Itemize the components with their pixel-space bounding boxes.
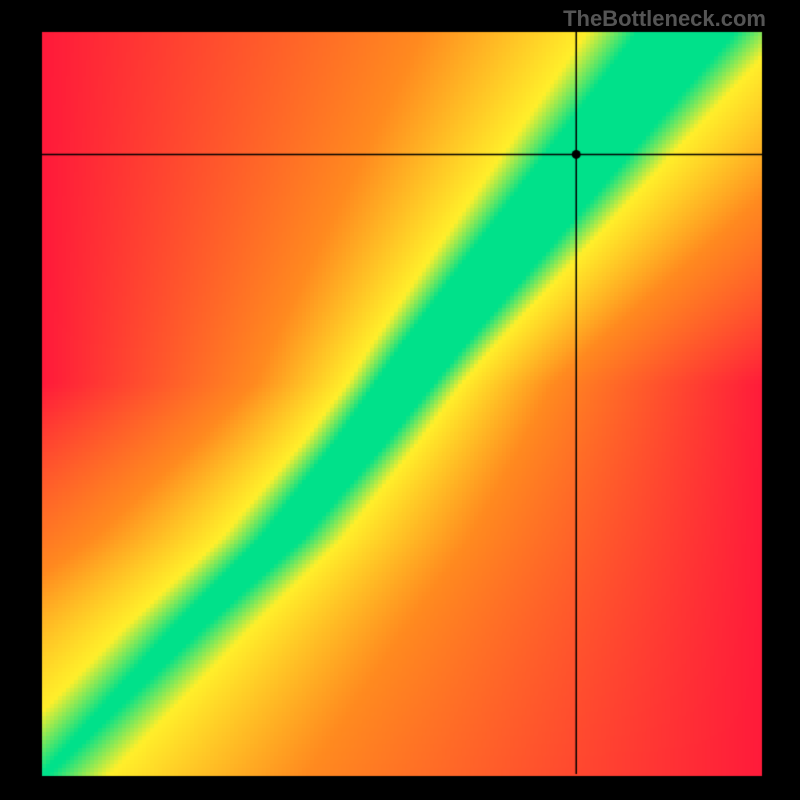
- bottleneck-heatmap: [0, 0, 800, 800]
- watermark-text: TheBottleneck.com: [563, 6, 766, 32]
